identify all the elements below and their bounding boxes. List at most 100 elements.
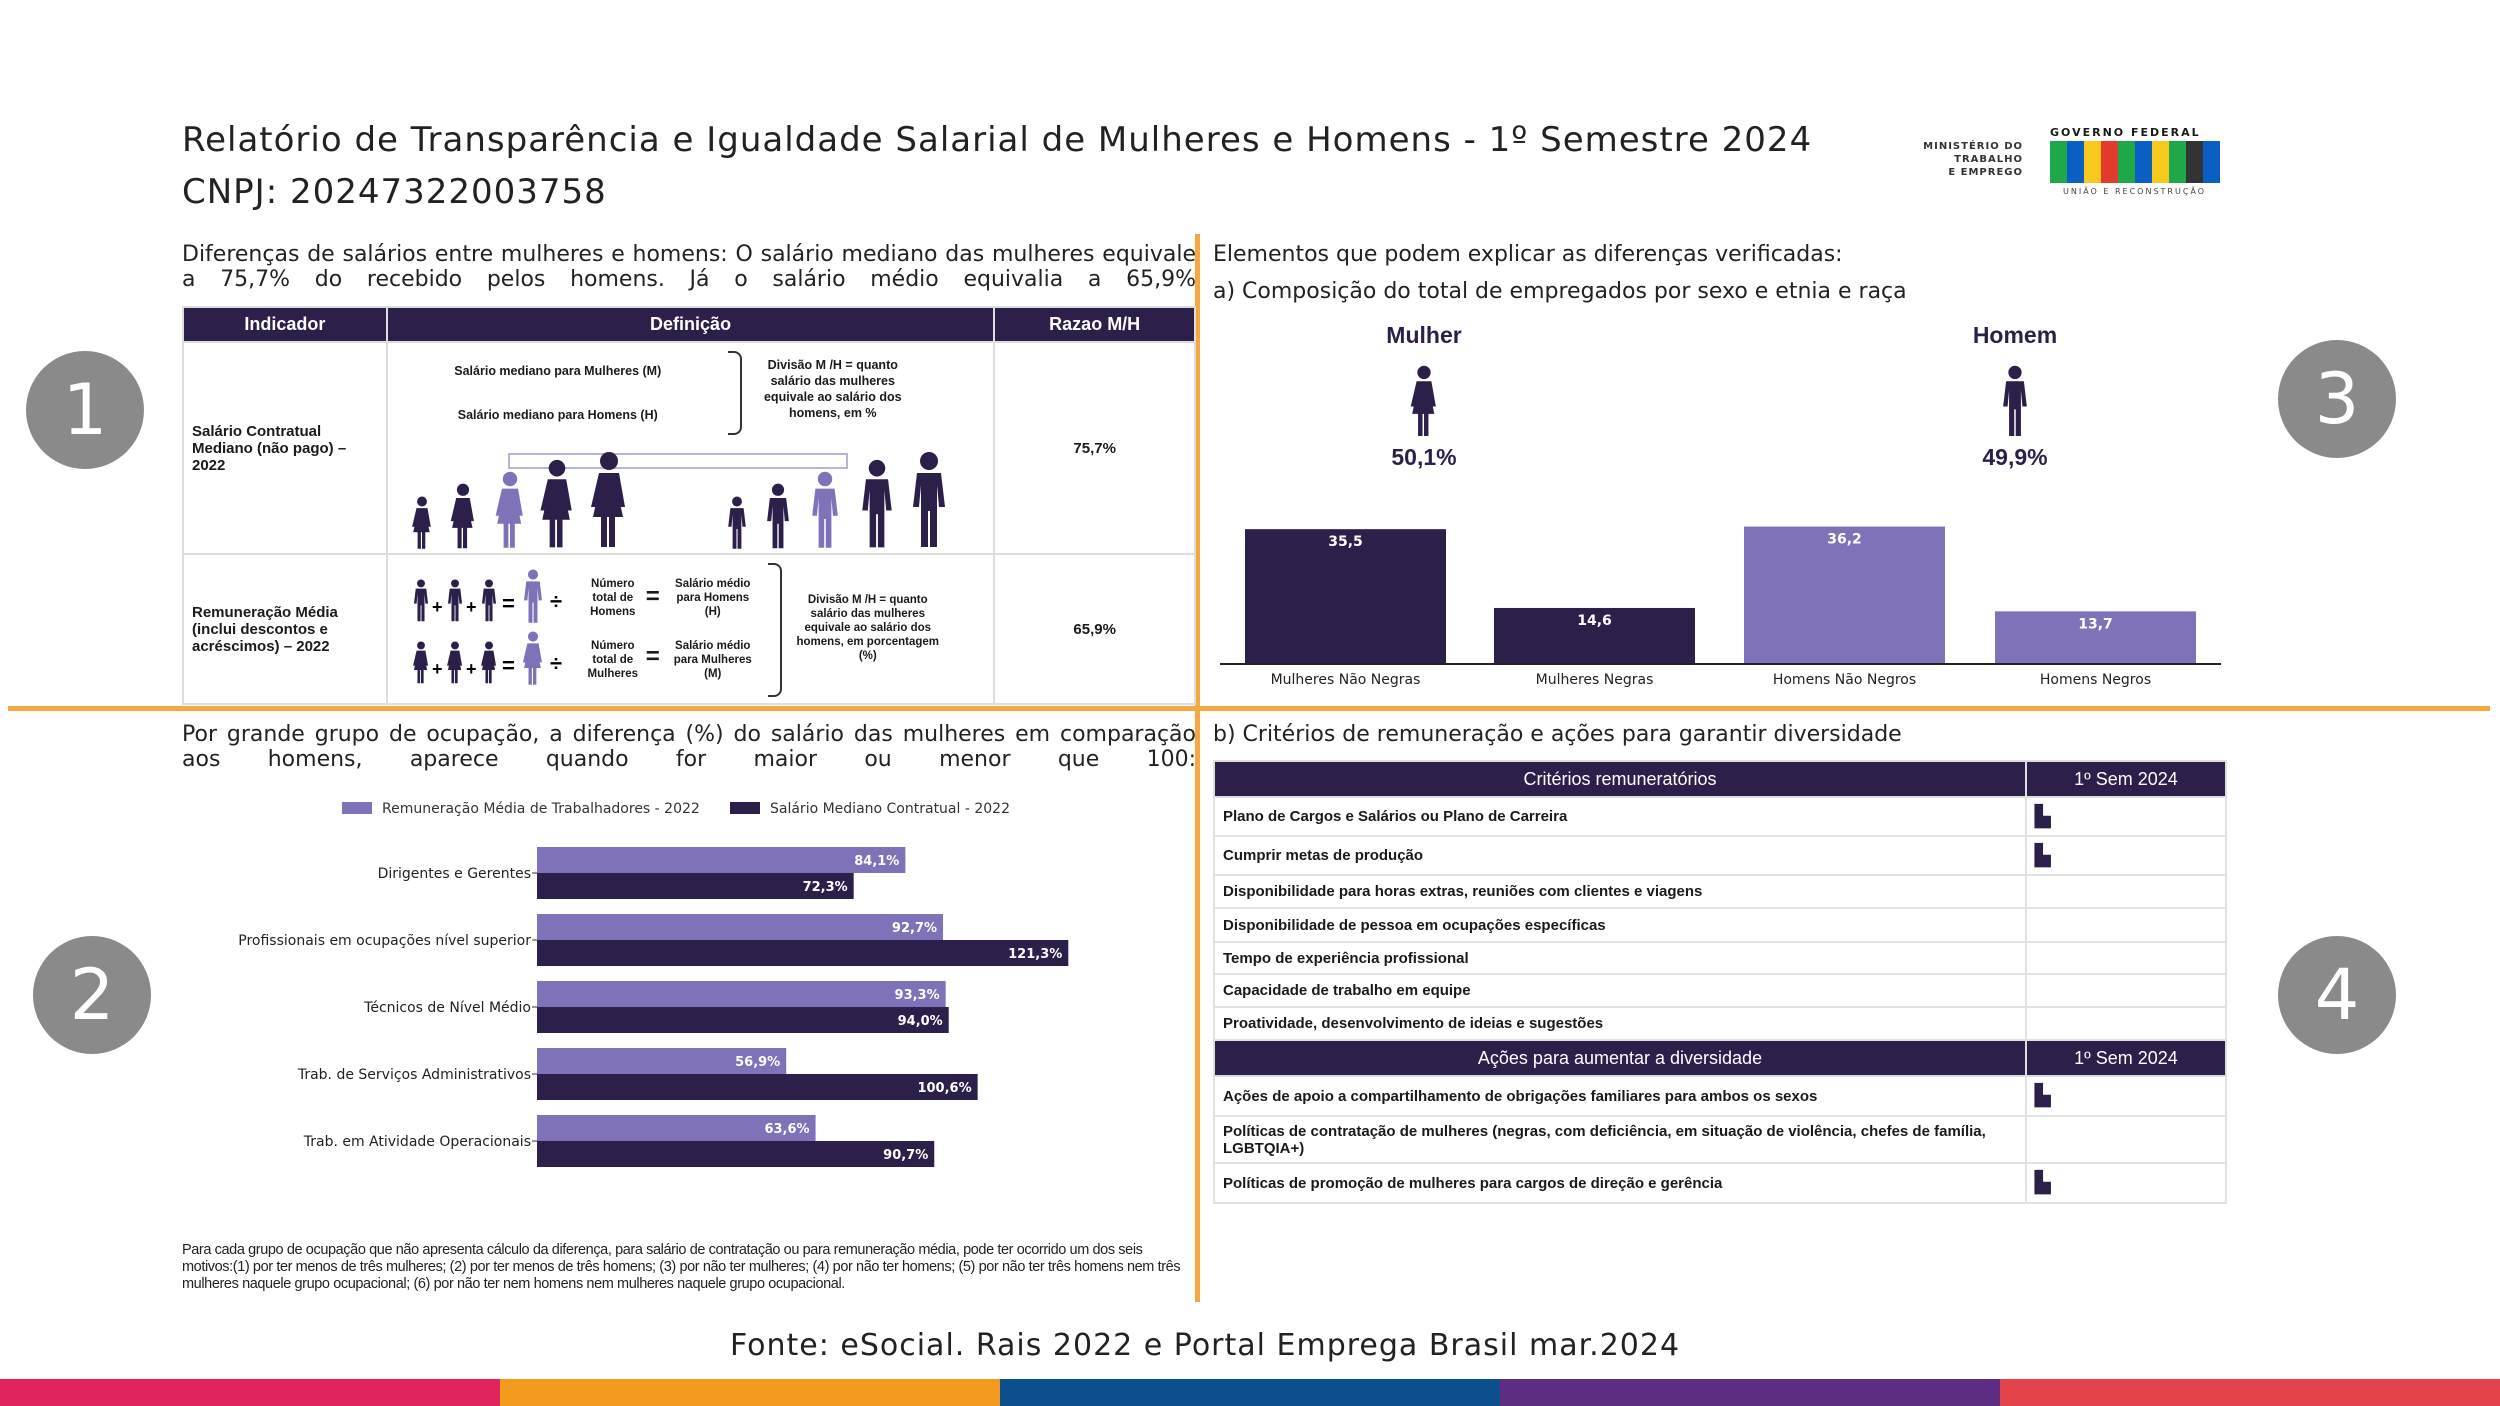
footer-stripe xyxy=(2000,1379,2500,1406)
col-definition: Definição xyxy=(385,306,996,343)
criteria-period: 1º Sem 2024 xyxy=(2025,760,2227,798)
row-mark: ▙ xyxy=(2025,835,2227,876)
gov-label: GOVERNO FEDERAL xyxy=(2050,126,2201,139)
ministry-label: MINISTÉRIO DO TRABALHO E EMPREGO xyxy=(1923,141,2023,178)
bar xyxy=(1744,526,1945,663)
col-indicator: Indicador xyxy=(182,306,388,343)
table-row: Políticas de contratação de mulheres (ne… xyxy=(1213,1115,2227,1164)
category-label: Técnicos de Nível Médio xyxy=(363,1000,531,1016)
equals-icon: = xyxy=(645,643,660,670)
bar-value-label: 100,6% xyxy=(917,1081,971,1096)
ratio-average: 65,9% xyxy=(993,553,1196,705)
row-label: Capacidade de trabalho em equipe xyxy=(1213,973,2027,1008)
definition-median: Salário mediano para Mulheres (M) Salári… xyxy=(385,341,996,555)
brasil-logo-icon xyxy=(2050,141,2220,183)
bar-value-label: 35,5 xyxy=(1328,534,1363,550)
num-men: Número total de Homens xyxy=(590,578,636,618)
row-mark xyxy=(2025,874,2227,909)
bar xyxy=(537,1074,978,1100)
actions-header: Ações para aumentar a diversidade 1º Sem … xyxy=(1213,1039,2227,1077)
bar-value-label: 84,1% xyxy=(854,854,899,869)
category-label: Homens Negros xyxy=(2040,672,2151,688)
row-label: Plano de Cargos e Salários ou Plano de C… xyxy=(1213,796,2027,837)
bar xyxy=(537,940,1069,966)
footer-stripe xyxy=(1000,1379,1500,1406)
table-row: Cumprir metas de produção ▙ xyxy=(1213,835,2227,876)
avg-men: Salário médio para Homens (H) xyxy=(675,578,751,618)
row-mark xyxy=(2025,973,2227,1008)
definition-average: + + = ÷ + + = ÷ Número total de Homens = Salár… xyxy=(385,553,996,705)
bar xyxy=(537,1115,816,1141)
category-label: Mulheres Negras xyxy=(1536,672,1654,688)
cnpj: CNPJ: 20247322003758 xyxy=(182,172,607,212)
homem-summary: Homem 49,9% xyxy=(1935,322,2095,471)
table-row: Remuneração Média (inclui descontos e ac… xyxy=(182,553,1196,705)
section-marker-1: 1 xyxy=(26,351,144,469)
bar-value-label: 36,2 xyxy=(1827,532,1862,548)
legend-swatch xyxy=(730,802,760,814)
row-mark xyxy=(2025,907,2227,943)
composition-bar-chart: 35,5 Mulheres Não Negras 14,6 Mulheres Negr… xyxy=(1220,526,2221,688)
building-icon: ▙ xyxy=(2035,805,2051,828)
legend-swatch xyxy=(342,802,372,814)
def-women-median: Salário mediano para Mulheres (M) xyxy=(454,364,662,378)
table-row: Disponibilidade para horas extras, reuni… xyxy=(1213,874,2227,909)
category-label: Homens Não Negros xyxy=(1773,672,1916,688)
row-mark xyxy=(2025,1006,2227,1041)
homem-label: Homem xyxy=(1972,322,2058,348)
bar-value-label: 13,7 xyxy=(2078,616,2113,632)
source-note: Fonte: eSocial. Rais 2022 e Portal Empre… xyxy=(729,1328,1681,1363)
indicator-average: Remuneração Média (inclui descontos e ac… xyxy=(182,553,388,705)
bar-value-label: 90,7% xyxy=(883,1148,928,1163)
bar xyxy=(537,1007,949,1033)
bar-value-label: 14,6 xyxy=(1577,613,1612,629)
row-label: Cumprir metas de produção xyxy=(1213,835,2027,876)
bar xyxy=(1494,607,1695,663)
section1-intro: Diferenças de salários entre mulheres e … xyxy=(182,242,1196,292)
avg-women: Salário médio para Mulheres (M) xyxy=(673,640,752,680)
occupation-bar-chart: Remuneração Média de Trabalhadores - 202… xyxy=(238,801,1069,1167)
svg-text:÷: ÷ xyxy=(550,651,562,676)
brace-icon xyxy=(767,563,782,697)
criteria-table: Critérios remuneratórios 1º Sem 2024 Plano… xyxy=(1213,760,2227,1204)
section3-intro: Elementos que podem explicar as diferenç… xyxy=(1213,242,1843,267)
row-mark: ▙ xyxy=(2025,1162,2227,1204)
mulher-label: Mulher xyxy=(1386,322,1462,348)
bar xyxy=(537,847,906,873)
table-row: Tempo de experiência profissional xyxy=(1213,941,2227,975)
bar xyxy=(537,914,944,940)
svg-text:+: + xyxy=(466,597,477,617)
bar-value-label: 93,3% xyxy=(895,988,940,1003)
row-mark: ▙ xyxy=(2025,796,2227,837)
col-ratio: Razao M/H xyxy=(993,306,1196,343)
bar xyxy=(1245,529,1446,663)
row-label: Políticas de contratação de mulheres (ne… xyxy=(1213,1115,2027,1164)
government-logo: MINISTÉRIO DO TRABALHO E EMPREGO GOVERNO F… xyxy=(1905,126,2225,202)
footnote: Para cada grupo de ocupação que não apre… xyxy=(182,1242,1181,1292)
svg-text:+: + xyxy=(466,659,477,679)
footer-stripe xyxy=(500,1379,1000,1406)
category-label: Dirigentes e Gerentes xyxy=(378,866,531,882)
bar-value-label: 121,3% xyxy=(1008,947,1062,962)
section-marker-4: 4 xyxy=(2278,936,2396,1054)
section2-intro: Por grande grupo de ocupação, a diferenç… xyxy=(182,722,1196,772)
row-label: Ações de apoio a compartilhamento de obr… xyxy=(1213,1075,2027,1117)
bar-value-label: 63,6% xyxy=(764,1122,809,1137)
man-icon xyxy=(2003,365,2027,437)
svg-text:=: = xyxy=(502,653,515,678)
bar xyxy=(537,1048,787,1074)
def-men-median: Salário mediano para Homens (H) xyxy=(457,408,658,422)
salary-indicator-table: Indicador Definição Razao M/H Salário Co… xyxy=(182,306,1196,705)
svg-text:÷: ÷ xyxy=(550,589,562,614)
num-women: Número total de Mulheres xyxy=(587,640,639,680)
row-label: Proatividade, desenvolvimento de ideias … xyxy=(1213,1006,2027,1041)
actions-title: Ações para aumentar a diversidade xyxy=(1213,1039,2027,1077)
equals-icon: = xyxy=(645,583,660,610)
row-label: Políticas de promoção de mulheres para c… xyxy=(1213,1162,2027,1204)
building-icon: ▙ xyxy=(2035,844,2051,867)
divider-horizontal xyxy=(8,706,2490,711)
criteria-header: Critérios remuneratórios 1º Sem 2024 xyxy=(1213,760,2227,798)
table-row: Políticas de promoção de mulheres para c… xyxy=(1213,1162,2227,1204)
row-mark: ▙ xyxy=(2025,1075,2227,1117)
bar xyxy=(537,873,854,899)
